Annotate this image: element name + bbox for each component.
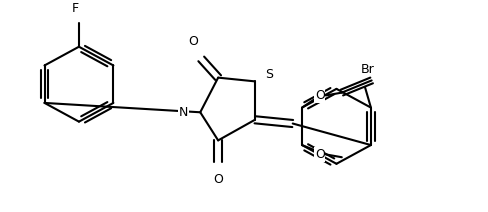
Text: Br: Br	[361, 63, 375, 76]
Text: F: F	[71, 2, 79, 15]
Text: S: S	[265, 68, 273, 81]
Text: N: N	[179, 106, 188, 119]
Text: O: O	[213, 173, 223, 186]
Text: O: O	[188, 35, 198, 48]
Text: O: O	[315, 148, 325, 161]
Text: O: O	[315, 89, 325, 102]
